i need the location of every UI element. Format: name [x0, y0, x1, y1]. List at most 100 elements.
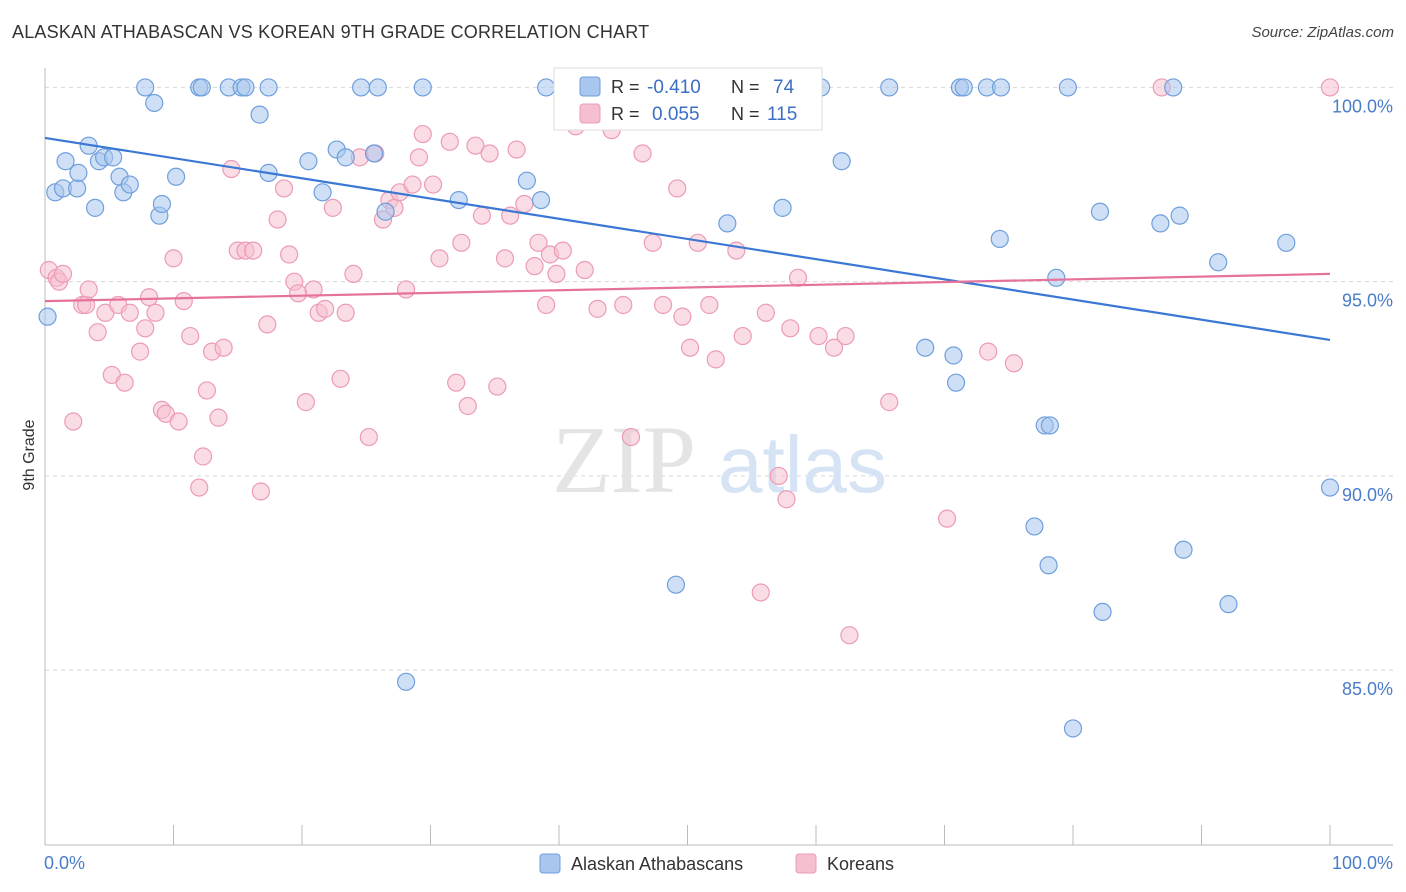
athabascan-point-37 — [449, 190, 468, 210]
koreans-points — [39, 78, 1340, 645]
watermark-atlas: atlas — [718, 420, 887, 509]
koreans-point-107 — [836, 326, 855, 346]
series-legend: Alaskan Athabascans Koreans — [539, 853, 894, 874]
koreans-point-63 — [447, 373, 466, 392]
axes — [44, 68, 1393, 846]
athabascan-point-15 — [145, 93, 164, 113]
koreans-point-61 — [430, 249, 449, 268]
athabascan-point-69 — [1174, 540, 1193, 559]
koreans-point-14 — [130, 342, 150, 361]
koreans-point-96 — [706, 350, 725, 369]
athabascan-point-73 — [1320, 478, 1340, 497]
koreans-point-114 — [1320, 78, 1340, 97]
athabascan-point-13 — [120, 175, 139, 194]
athabascan-point-57 — [1025, 517, 1044, 536]
legend-swatch-blue — [579, 76, 601, 97]
koreans-point-50 — [359, 427, 378, 447]
koreans-point-38 — [280, 245, 299, 264]
koreans-point-37 — [274, 179, 294, 198]
athabascan-point-67 — [1164, 78, 1183, 97]
koreans-point-104 — [788, 268, 808, 287]
koreans-point-112 — [1004, 354, 1023, 373]
koreans-point-36 — [268, 210, 287, 229]
koreans-point-8 — [88, 323, 107, 342]
koreans-point-64 — [452, 233, 471, 252]
athabascan-point-62 — [1058, 78, 1077, 97]
y-tick-label-95: 95.0% — [1342, 291, 1393, 311]
athabascan-point-26 — [259, 78, 278, 97]
athabascan-point-66 — [1151, 214, 1170, 233]
athabascan-point-28 — [313, 183, 332, 202]
legend-n-value-blue: 74 — [773, 77, 795, 98]
athabascan-point-48 — [880, 78, 899, 97]
koreans-point-60 — [423, 175, 443, 194]
koreans-point-76 — [537, 295, 556, 315]
koreans-point-99 — [751, 583, 770, 602]
athabascan-point-20 — [192, 78, 211, 97]
koreans-point-56 — [396, 280, 416, 299]
koreans-point-87 — [633, 144, 652, 163]
koreans-point-26 — [197, 381, 217, 400]
legend-r-label-blue: R = — [611, 77, 640, 97]
series-legend-label-pink: Koreans — [827, 854, 894, 874]
athabascan-point-35 — [396, 672, 416, 691]
koreans-point-41 — [296, 393, 315, 412]
koreans-point-72 — [507, 140, 526, 159]
koreans-point-91 — [668, 179, 687, 198]
athabascan-point-38 — [517, 171, 536, 190]
x-tick-label-min: 0.0% — [44, 853, 85, 873]
x-ticks — [44, 825, 1331, 845]
athabascan-point-47 — [832, 152, 851, 171]
athabascan-point-61 — [1047, 268, 1066, 287]
athabascan-point-65 — [1093, 602, 1112, 622]
koreans-point-75 — [529, 233, 548, 252]
koreans-point-102 — [777, 490, 796, 509]
athabascan-point-24 — [250, 105, 269, 124]
koreans-point-66 — [466, 136, 485, 155]
koreans-point-34 — [251, 482, 270, 501]
koreans-point-17 — [146, 303, 165, 322]
koreans-point-74 — [525, 257, 544, 276]
koreans-point-94 — [688, 233, 707, 252]
series-legend-label-blue: Alaskan Athabascans — [571, 854, 743, 874]
athabascan-point-44 — [718, 214, 737, 233]
athabascan-point-31 — [352, 78, 371, 97]
chart-source: Source: ZipAtlas.com — [1251, 24, 1394, 41]
athabascan-point-34 — [376, 202, 395, 221]
koreans-point-57 — [403, 175, 422, 194]
athabascan-point-64 — [1090, 202, 1110, 221]
athabascan-point-4 — [68, 179, 87, 198]
koreans-point-29 — [214, 338, 233, 357]
legend-n-value-pink: 115 — [767, 104, 797, 125]
koreans-point-103 — [781, 319, 800, 338]
koreans-point-68 — [480, 144, 499, 163]
koreans-point-69 — [488, 377, 507, 396]
koreans-point-58 — [409, 148, 429, 167]
koreans-point-35 — [258, 315, 277, 334]
legend-r-value-pink: 0.055 — [652, 104, 700, 125]
koreans-point-28 — [209, 408, 228, 427]
koreans-point-25 — [193, 447, 213, 466]
legend-n-label-pink: N = — [731, 104, 760, 124]
y-axis-label: 9th Grade — [21, 419, 38, 490]
koreans-point-24 — [190, 478, 209, 497]
series-legend-swatch-pink — [795, 853, 817, 874]
koreans-point-101 — [769, 466, 788, 486]
koreans-point-86 — [621, 427, 641, 447]
koreans-point-78 — [547, 264, 566, 284]
series-legend-swatch-blue — [539, 853, 561, 874]
legend-r-label-pink: R = — [611, 104, 640, 124]
athabascan-point-3 — [56, 152, 75, 171]
koreans-point-4 — [64, 412, 83, 431]
koreans-point-12 — [115, 373, 134, 392]
athabascan-point-68 — [1170, 206, 1189, 225]
koreans-point-23 — [181, 326, 200, 346]
athabascan-point-10 — [104, 148, 123, 167]
legend-swatch-pink — [579, 103, 601, 124]
stats-legend: R = -0.410 N = 74 R = 0.055 N = 115 — [553, 67, 823, 131]
chart-title: ALASKAN ATHABASCAN VS KOREAN 9TH GRADE C… — [12, 22, 650, 42]
koreans-point-15 — [136, 319, 155, 338]
koreans-point-79 — [553, 241, 572, 260]
athabascan-point-59 — [1040, 416, 1059, 435]
